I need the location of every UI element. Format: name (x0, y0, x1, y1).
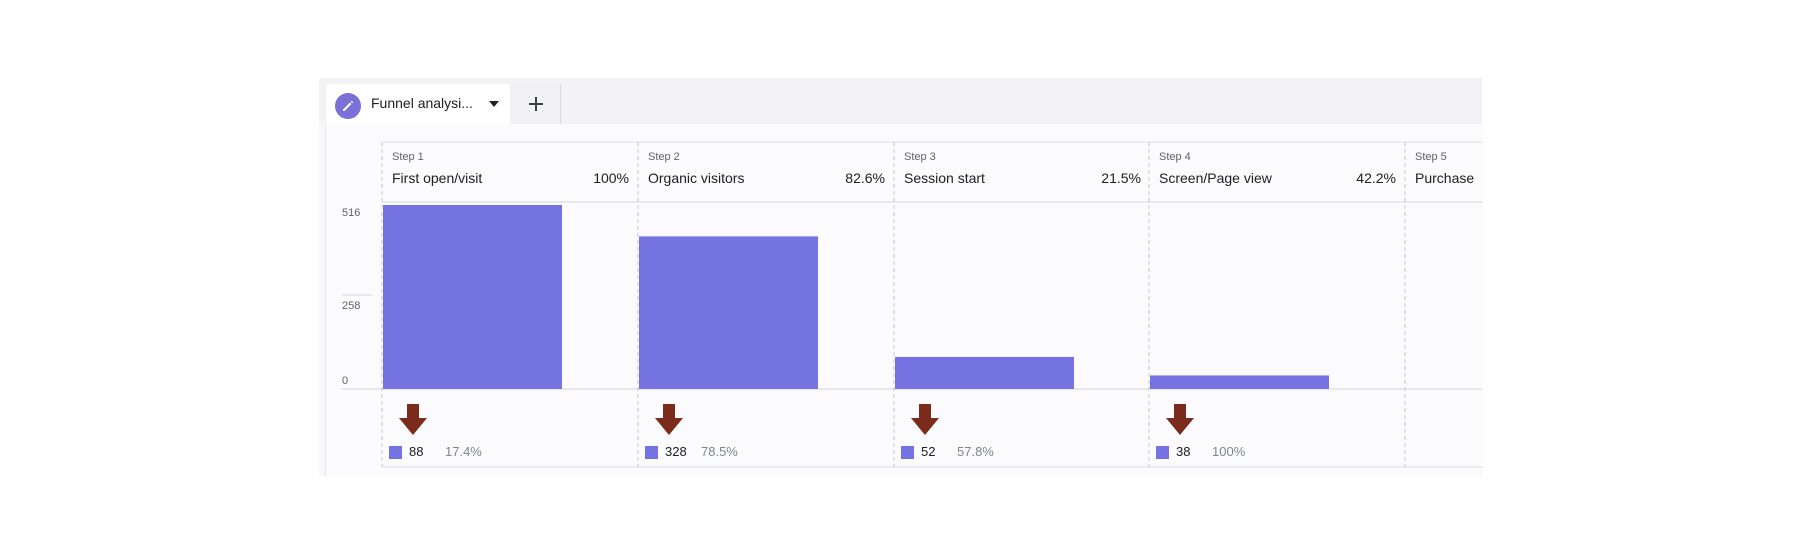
step-completion-rate: 82.6% (845, 170, 885, 186)
step-header-1[interactable]: Step 1 First open/visit 100% (382, 143, 638, 203)
pencil-icon[interactable] (335, 93, 361, 119)
abandon-rate: 17.4% (445, 444, 482, 459)
step-name: Session start (904, 170, 985, 186)
bar-step-2 (639, 236, 818, 389)
arrow-down-icon (1166, 404, 1194, 435)
plus-icon (529, 97, 543, 111)
abandon-count: 88 (409, 444, 424, 459)
abandon-count: 38 (1176, 444, 1191, 459)
step-header-3[interactable]: Step 3 Session start 21.5% (894, 143, 1150, 203)
step-name: Organic visitors (648, 170, 745, 186)
step-number: Step 1 (392, 151, 424, 163)
step-completion-rate: 42.2% (1356, 170, 1396, 186)
step-number: Step 4 (1159, 151, 1191, 163)
step-number: Step 5 (1415, 151, 1447, 163)
bar-step-1 (383, 205, 562, 389)
caret-down-icon[interactable] (488, 100, 500, 108)
abandon-rate: 78.5% (701, 444, 738, 459)
legend-swatch (1156, 446, 1169, 459)
y-tick-label: 0 (342, 375, 349, 387)
arrow-down-icon (911, 404, 939, 435)
tab-label: Funnel analysi... (371, 95, 473, 111)
step-header-5[interactable]: Step 5 Purchase (1405, 143, 1482, 203)
tab-funnel-analysis[interactable]: Funnel analysi... (326, 84, 510, 124)
legend-swatch (389, 446, 402, 459)
bar-step-3 (895, 356, 1074, 389)
tab-bar: Funnel analysi... (319, 78, 1482, 124)
abandonment-2[interactable]: 328 78.5% (638, 398, 894, 459)
abandonment-4[interactable]: 38 100% (1149, 398, 1405, 459)
abandonment-3[interactable]: 52 57.8% (894, 398, 1150, 459)
y-tick-label: 516 (342, 207, 361, 219)
step-name: Screen/Page view (1159, 170, 1272, 186)
step-completion-rate: 21.5% (1101, 170, 1141, 186)
legend-swatch (901, 446, 914, 459)
bar-step-4 (1150, 375, 1329, 389)
step-name: Purchase (1415, 170, 1475, 186)
abandon-rate: 100% (1212, 444, 1246, 459)
step-number: Step 2 (648, 151, 680, 163)
step-completion-rate: 100% (593, 170, 629, 186)
abandon-count: 52 (921, 444, 936, 459)
abandon-count: 328 (665, 444, 687, 459)
abandon-rate: 57.8% (957, 444, 994, 459)
y-tick-label: 258 (342, 300, 361, 312)
step-header-4[interactable]: Step 4 Screen/Page view 42.2% (1149, 143, 1405, 203)
abandonment-1[interactable]: 88 17.4% (382, 398, 638, 459)
arrow-down-icon (655, 404, 683, 435)
arrow-down-icon (399, 404, 427, 435)
step-name: First open/visit (392, 170, 483, 186)
legend-swatch (645, 446, 658, 459)
funnel-panel: Funnel analysi... (319, 78, 1483, 476)
step-header-2[interactable]: Step 2 Organic visitors 82.6% (638, 143, 894, 203)
add-tab-button[interactable] (512, 84, 561, 124)
step-number: Step 3 (904, 151, 936, 163)
